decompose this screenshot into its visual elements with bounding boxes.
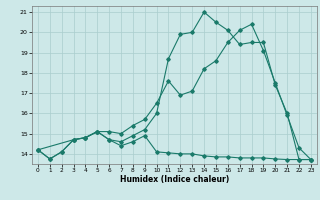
X-axis label: Humidex (Indice chaleur): Humidex (Indice chaleur) xyxy=(120,175,229,184)
